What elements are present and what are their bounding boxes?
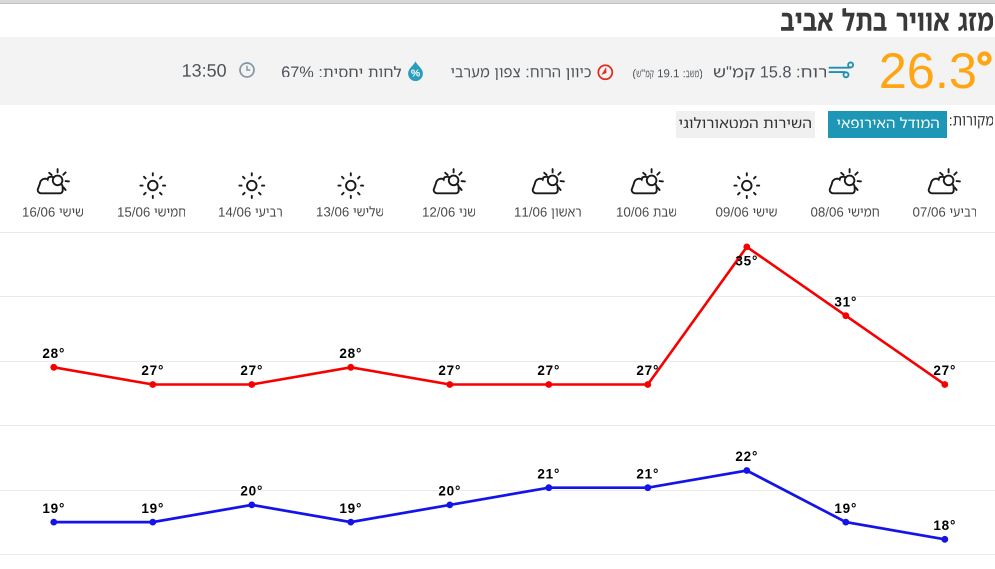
svg-text:27°: 27° [240,363,263,378]
svg-text:27°: 27° [141,363,164,378]
svg-text:21°: 21° [636,466,659,481]
svg-text:20°: 20° [240,484,263,499]
svg-text:19°: 19° [42,501,65,516]
svg-text:18°: 18° [933,518,956,533]
svg-text:27°: 27° [933,363,956,378]
svg-text:27°: 27° [537,363,560,378]
svg-text:19°: 19° [834,501,857,516]
svg-text:27°: 27° [438,363,461,378]
svg-text:28°: 28° [42,346,65,361]
svg-text:19°: 19° [141,501,164,516]
svg-text:35°: 35° [735,254,758,269]
svg-text:21°: 21° [537,466,560,481]
svg-text:28°: 28° [339,346,362,361]
svg-text:19°: 19° [339,501,362,516]
svg-text:22°: 22° [735,449,758,464]
svg-text:31°: 31° [834,294,857,309]
svg-text:%: % [411,68,421,80]
svg-text:20°: 20° [438,484,461,499]
svg-text:27°: 27° [636,363,659,378]
